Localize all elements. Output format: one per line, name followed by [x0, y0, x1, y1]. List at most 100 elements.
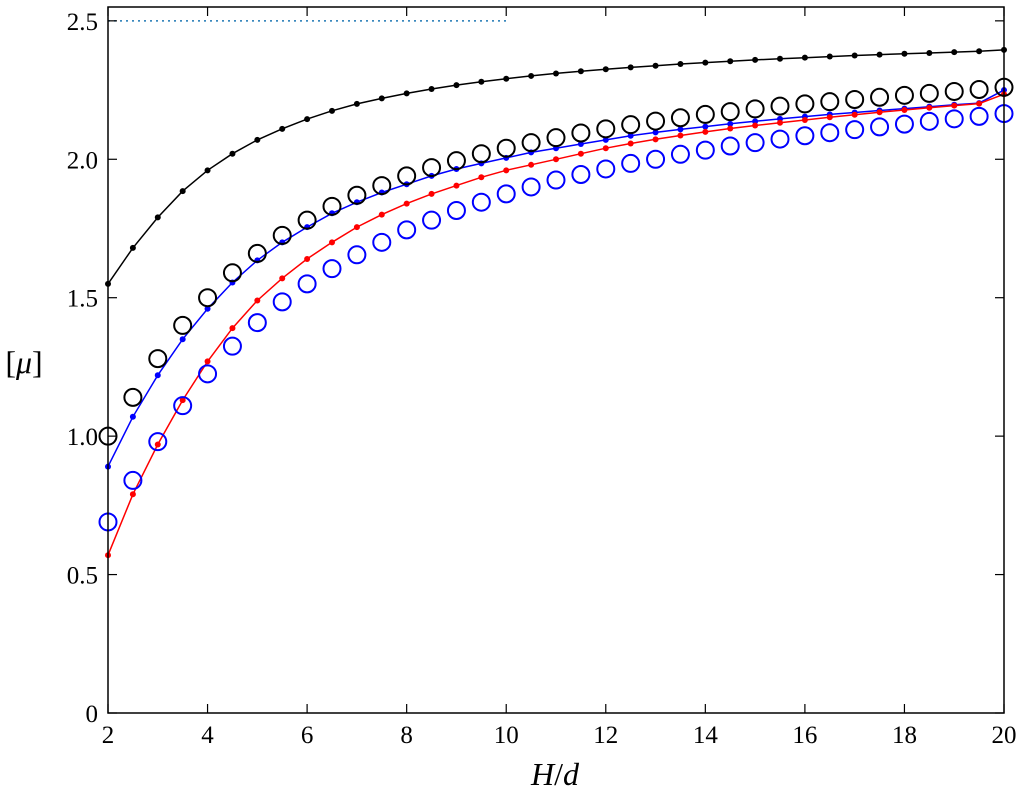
- data-point-circle: [894, 114, 914, 134]
- data-point-circle: [372, 232, 392, 252]
- data-point: [378, 95, 385, 102]
- data-point: [478, 174, 485, 181]
- data-point-circle: [272, 292, 292, 312]
- data-point-circle: [148, 349, 168, 369]
- data-point: [254, 136, 261, 143]
- data-point-circle: [198, 364, 218, 384]
- data-point: [752, 56, 759, 63]
- data-point-circle: [247, 243, 267, 263]
- series-1: [105, 87, 1007, 470]
- data-point-circle: [621, 115, 641, 135]
- data-point-circle: [845, 120, 865, 140]
- data-point-circle: [820, 123, 840, 143]
- x-tick-label: 16: [792, 722, 817, 749]
- data-point-circle: [944, 81, 964, 101]
- data-point: [553, 156, 559, 163]
- data-point: [577, 150, 584, 157]
- x-tick-label: 2: [102, 722, 115, 749]
- data-point-circle: [471, 192, 491, 212]
- data-point: [229, 150, 236, 157]
- data-point-circle: [695, 140, 715, 160]
- ticks-layer: [107, 7, 1005, 714]
- y-axis-label-part: μ: [15, 344, 32, 380]
- data-point-circle: [422, 210, 442, 230]
- data-point: [528, 72, 535, 79]
- data-point: [304, 255, 311, 262]
- x-tick-label: 12: [593, 722, 618, 749]
- data-point: [602, 66, 609, 73]
- x-axis-label: H/d: [530, 756, 580, 792]
- data-point: [976, 48, 983, 55]
- data-point: [204, 358, 211, 365]
- data-point-circle: [521, 133, 541, 153]
- x-tick-label: 20: [992, 722, 1017, 749]
- series-2: [105, 91, 1007, 559]
- data-point: [727, 125, 734, 132]
- data-point: [129, 244, 136, 251]
- y-tick-label: 0.5: [67, 563, 98, 590]
- data-point-circle: [446, 151, 466, 171]
- data-point: [951, 49, 958, 56]
- data-point-circle: [919, 111, 939, 131]
- data-point-circle: [646, 149, 666, 169]
- data-point: [329, 239, 335, 246]
- data-point: [627, 140, 634, 147]
- data-point: [602, 136, 609, 143]
- data-point-circle: [546, 128, 566, 148]
- x-tick-label: 14: [693, 722, 719, 749]
- data-point: [926, 49, 933, 56]
- data-point-circle: [496, 138, 516, 158]
- data-point-circle: [770, 129, 790, 149]
- data-point-circle: [745, 99, 765, 119]
- x-tick-label: 8: [400, 722, 413, 749]
- data-point-circle: [123, 387, 143, 407]
- data-point-circle: [571, 123, 591, 143]
- data-point: [851, 111, 858, 118]
- data-point: [279, 125, 286, 132]
- data-point: [826, 114, 833, 121]
- data-point: [652, 136, 659, 143]
- data-point: [826, 53, 833, 60]
- data-point-circle: [745, 133, 765, 153]
- data-point: [951, 102, 958, 109]
- series-3: [98, 77, 1014, 446]
- x-tick-label: 10: [494, 722, 519, 749]
- data-point: [677, 61, 684, 68]
- data-point-circle: [546, 170, 566, 190]
- data-point-circle: [446, 200, 466, 220]
- data-point-circle: [496, 184, 516, 204]
- data-point: [901, 50, 908, 57]
- data-point: [777, 55, 783, 62]
- data-point: [727, 120, 734, 127]
- data-point-circle: [795, 126, 815, 146]
- data-point: [577, 141, 584, 148]
- data-point-circle: [621, 153, 641, 173]
- data-point-circle: [845, 89, 865, 109]
- data-point-circle: [397, 166, 417, 186]
- data-point-circle: [695, 104, 715, 124]
- data-point-circle: [322, 259, 342, 279]
- data-point-circle: [820, 92, 840, 112]
- data-point: [677, 126, 684, 133]
- data-point-circle: [670, 144, 690, 164]
- data-point-circle: [795, 94, 815, 114]
- data-point: [577, 68, 584, 75]
- y-tick-label: 2.5: [67, 9, 98, 36]
- data-point: [403, 90, 410, 97]
- data-point: [478, 78, 485, 85]
- data-point: [901, 106, 908, 113]
- data-point: [627, 132, 634, 139]
- data-point: [353, 224, 360, 231]
- data-point: [702, 128, 709, 135]
- data-point-circle: [347, 245, 367, 265]
- data-point-circle: [919, 83, 939, 103]
- data-point-circle: [222, 263, 242, 283]
- data-point: [702, 123, 709, 130]
- data-point: [801, 116, 808, 123]
- series-line: [107, 93, 1005, 556]
- data-point-circle: [471, 144, 491, 164]
- data-point: [179, 336, 186, 343]
- data-point: [129, 491, 136, 498]
- data-point: [876, 109, 883, 116]
